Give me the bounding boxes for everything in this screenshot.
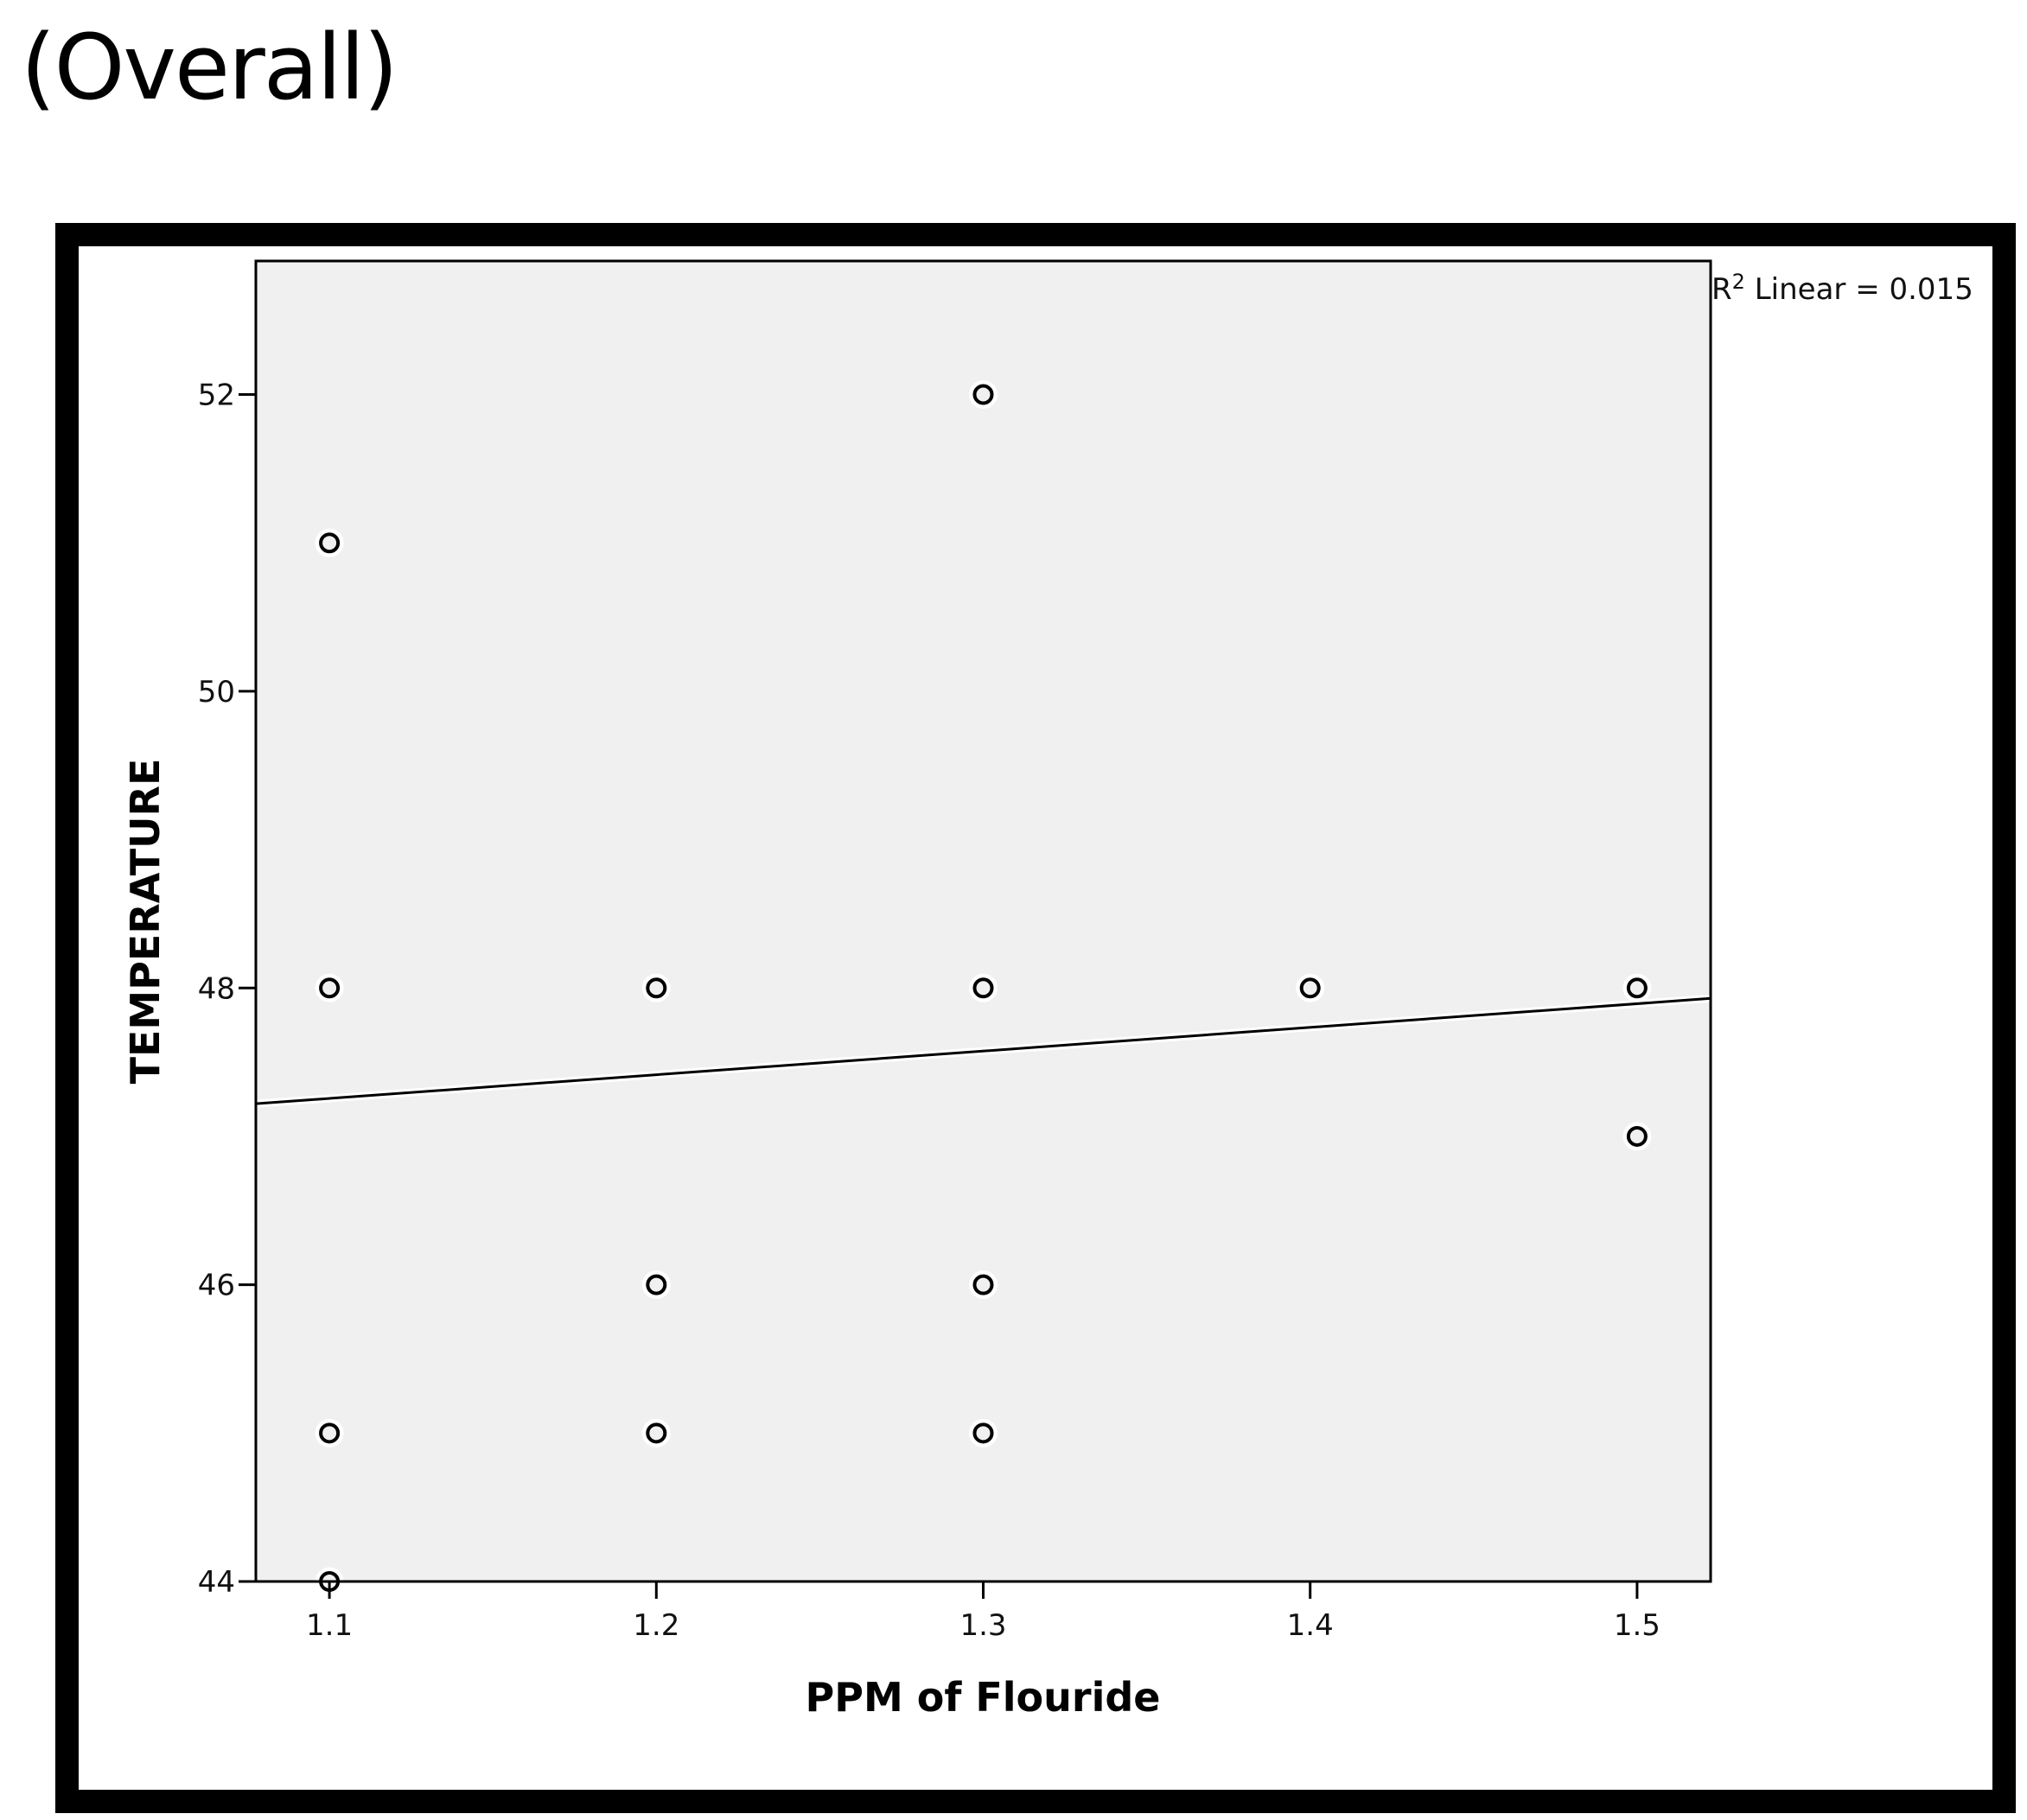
data-point: [1622, 973, 1652, 1002]
data-point: [641, 973, 671, 1002]
data-point: [641, 1270, 671, 1300]
fit-line: [255, 996, 1711, 1105]
data-point: [315, 1418, 344, 1448]
data-point: [969, 1418, 998, 1448]
x-tick-label: 1.1: [306, 1608, 353, 1643]
data-point: [1296, 973, 1325, 1002]
x-tick-label: 1.4: [1287, 1608, 1334, 1643]
y-tick-label: 50: [198, 675, 235, 710]
y-tick-label: 52: [198, 379, 235, 413]
page-heading: (Overall): [21, 15, 398, 120]
plot-area: [256, 261, 1711, 1581]
x-axis-title: PPM of Flouride: [806, 1674, 1161, 1721]
r-squared-superscript: 2: [1732, 270, 1745, 294]
r-squared-text: Linear = 0.015: [1745, 272, 1973, 307]
y-tick-label: 44: [198, 1565, 235, 1600]
x-tick-label: 1.2: [633, 1608, 679, 1643]
data-point: [969, 973, 998, 1002]
y-axis-title: TEMPERATURE: [122, 759, 169, 1085]
data-point: [969, 380, 998, 410]
data-point: [641, 1418, 671, 1448]
y-tick-label: 46: [198, 1269, 235, 1303]
r-squared-prefix: R: [1711, 272, 1732, 307]
x-tick-label: 1.5: [1614, 1608, 1660, 1643]
data-point: [969, 1270, 998, 1300]
x-tick-label: 1.3: [959, 1608, 1006, 1643]
y-tick-label: 48: [198, 971, 235, 1006]
r-squared-annotation: R2 Linear = 0.015: [1711, 270, 1973, 307]
data-point: [1622, 1122, 1652, 1151]
data-point: [315, 973, 344, 1002]
data-point: [315, 528, 344, 557]
